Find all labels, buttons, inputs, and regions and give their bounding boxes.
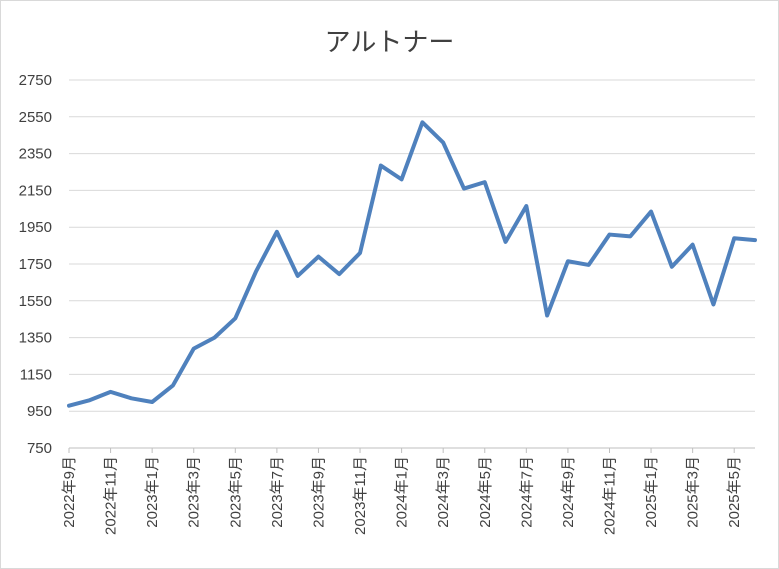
x-tick-label: 2025年3月 [685,456,702,528]
y-tick-label: 950 [27,403,52,420]
y-tick-label: 750 [27,440,52,457]
x-tick-label: 2023年7月 [269,456,286,528]
x-axis-ticks [68,448,735,453]
y-tick-label: 1350 [19,330,52,347]
x-axis-labels: 2022年9月 2022年11月 2023年1月 2023年3月 2023年5月 2023… [61,456,743,535]
y-axis-labels: 750 950 1150 1350 1550 1750 1950 2150 2350 2550 27… [19,72,52,457]
x-tick-label: 2024年9月 [560,456,577,528]
x-tick-label: 2022年11月 [103,456,120,535]
y-tick-label: 1750 [19,256,52,273]
chart-title: アルトナー [324,28,455,58]
x-tick-label: 2024年11月 [601,456,618,535]
x-tick-label: 2024年3月 [435,456,452,528]
x-tick-label: 2024年7月 [518,456,535,528]
x-tick-label: 2024年1月 [394,456,411,528]
x-tick-label: 2022年9月 [61,456,78,528]
y-tick-label: 2150 [19,182,52,199]
y-tick-label: 1150 [20,366,52,383]
x-tick-label: 2024年5月 [477,456,494,528]
x-tick-label: 2025年1月 [643,456,660,528]
gridlines [69,79,755,412]
x-tick-label: 2023年3月 [186,456,203,528]
y-tick-label: 2350 [19,146,52,163]
y-tick-label: 2550 [19,109,52,126]
y-tick-label: 1550 [19,293,52,310]
x-tick-label: 2023年11月 [352,456,369,535]
x-tick-label: 2025年5月 [726,456,743,528]
x-tick-label: 2023年5月 [227,456,244,528]
x-tick-label: 2023年9月 [310,456,327,528]
y-tick-label: 2750 [19,72,52,89]
series-line [67,120,757,408]
x-tick-label: 2023年1月 [144,456,161,528]
y-tick-label: 1950 [19,219,52,236]
